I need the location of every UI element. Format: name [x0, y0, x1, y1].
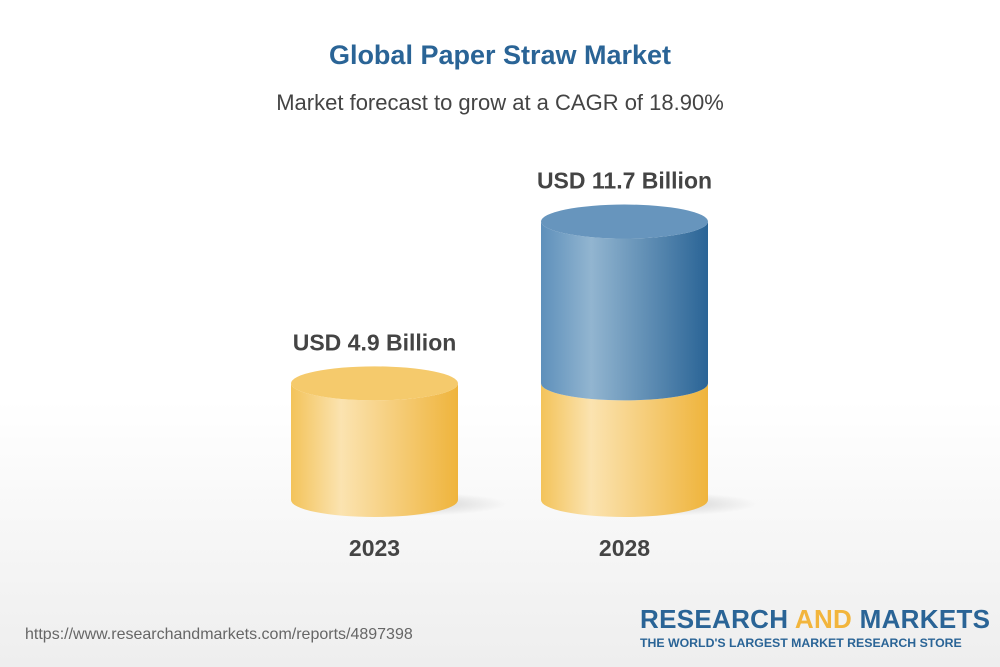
- bar-top-2028: [541, 204, 708, 239]
- category-label: 2023: [349, 535, 400, 561]
- source-url[interactable]: https://www.researchandmarkets.com/repor…: [25, 626, 413, 643]
- bar-top-2023: [291, 366, 458, 401]
- research-and-markets-logo: RESEARCH AND MARKETS THE WORLD'S LARGEST…: [640, 604, 991, 650]
- chart-title: Global Paper Straw Market: [328, 40, 672, 70]
- bar-base-segment: [541, 383, 708, 517]
- data-label: USD 4.9 Billion: [293, 329, 457, 355]
- category-label: 2028: [599, 535, 650, 561]
- bar-2023: [291, 383, 459, 517]
- chart-subtitle: Market forecast to grow at a CAGR of 18.…: [276, 90, 724, 115]
- data-label: USD 11.7 Billion: [537, 168, 712, 194]
- bar-growth-segment: [541, 221, 708, 401]
